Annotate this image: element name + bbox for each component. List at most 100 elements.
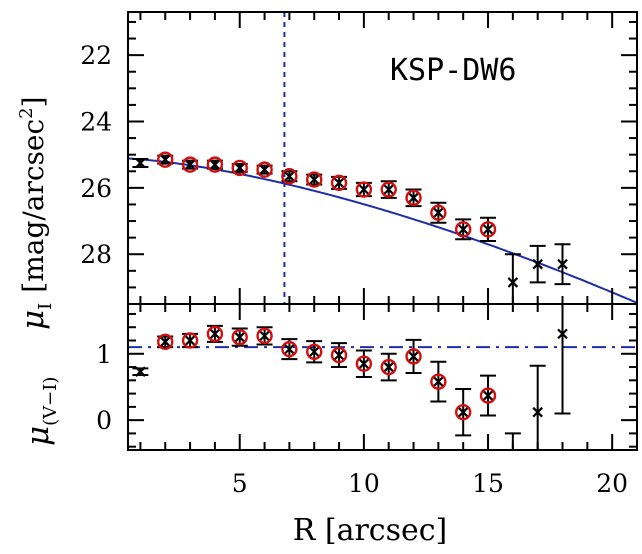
- bottom-y-tick-label: 1: [96, 340, 112, 369]
- top-cross-marker: [482, 224, 494, 235]
- top-circle-marker: [231, 159, 248, 177]
- bottom-circle-marker: [454, 403, 472, 421]
- svg-text:μ(V−I): μ(V−I): [20, 377, 61, 446]
- top-point: [454, 218, 472, 241]
- bottom-cross-marker: [482, 390, 494, 401]
- top-point: [380, 180, 397, 199]
- bottom-point: [157, 333, 174, 351]
- bottom-y-label-subscript: (V−I): [40, 377, 61, 426]
- top-cross-marker: [284, 170, 295, 182]
- top-panel-frame: [127, 11, 638, 305]
- top-point: [479, 216, 497, 242]
- top-circle-marker: [405, 189, 422, 207]
- top-cross-marker: [159, 154, 171, 165]
- bottom-cross-marker: [284, 343, 295, 355]
- bottom-cross-marker: [408, 351, 419, 362]
- bottom-circle-marker: [430, 373, 447, 390]
- x-axis-label: R [arcsec]: [293, 513, 448, 548]
- top-point: [529, 244, 546, 284]
- top-point: [231, 159, 248, 177]
- top-cross-marker: [184, 159, 196, 170]
- x-tick-label: 10: [348, 469, 380, 498]
- bottom-cross-marker: [209, 328, 221, 340]
- top-cross-marker: [358, 184, 370, 195]
- x-tick-label: 5: [232, 469, 248, 498]
- bottom-point: [132, 366, 149, 377]
- top-cross-marker: [308, 174, 320, 185]
- top-cross-marker: [507, 277, 519, 288]
- bottom-point: [231, 327, 248, 347]
- bottom-point: [306, 340, 323, 364]
- bottom-point: [206, 324, 224, 343]
- bottom-circle-marker: [479, 387, 497, 404]
- top-y-label-close: ]: [17, 96, 50, 107]
- top-circle-marker: [256, 161, 273, 178]
- bottom-point: [281, 338, 298, 361]
- top-cross-marker: [383, 184, 394, 195]
- top-point: [256, 161, 273, 178]
- bottom-circle-marker: [380, 358, 397, 376]
- bottom-point: [355, 349, 373, 378]
- bottom-circle-marker: [281, 340, 298, 358]
- top-y-label-units: [mag/arcsec: [17, 119, 50, 293]
- bottom-point: [405, 338, 422, 375]
- top-cross-marker: [408, 192, 419, 204]
- bottom-panel-frame: [127, 303, 638, 451]
- bottom-cross-marker: [308, 346, 320, 358]
- bottom-cross-marker: [433, 376, 444, 387]
- bottom-panel: [128, 304, 637, 511]
- top-y-tick-label: 26: [80, 174, 112, 203]
- bottom-point: [330, 342, 348, 369]
- bottom-y-axis-label: μ(V−I): [20, 377, 61, 446]
- bottom-cross-marker: [557, 328, 568, 340]
- bottom-circle-marker: [355, 355, 373, 372]
- x-tick-label: 15: [472, 469, 504, 498]
- top-circle-marker: [330, 174, 348, 192]
- bottom-circle-marker: [157, 333, 174, 351]
- top-circle-marker: [454, 221, 472, 238]
- top-y-axis-label: μI [mag/arcsec2]: [15, 96, 56, 330]
- bottom-cross-marker: [135, 366, 146, 377]
- bottom-cross-marker: [234, 331, 246, 343]
- bottom-point: [554, 304, 571, 415]
- top-circle-marker: [281, 168, 298, 185]
- top-y-label-symbol: μ: [15, 310, 51, 330]
- bottom-circle-marker: [306, 343, 323, 360]
- top-cross-marker: [209, 159, 221, 170]
- top-circle-marker: [206, 156, 224, 173]
- bottom-point: [430, 360, 447, 403]
- bottom-y-label-symbol: μ: [20, 426, 56, 446]
- bottom-circle-marker: [405, 348, 422, 365]
- top-point: [306, 171, 323, 188]
- top-cross-marker: [457, 224, 469, 235]
- bottom-point: [504, 432, 521, 511]
- top-point: [132, 157, 149, 169]
- top-point: [430, 201, 447, 224]
- top-y-tick-label: 24: [80, 108, 112, 137]
- top-cross-marker: [135, 157, 146, 169]
- top-y-tick-label: 22: [80, 41, 112, 70]
- bottom-cross-marker: [383, 361, 394, 373]
- top-y-label-superscript: 2: [16, 107, 37, 118]
- top-circle-marker: [430, 204, 447, 221]
- x-tick-label: 20: [596, 469, 628, 498]
- galaxy-name-annotation: KSP-DW6: [390, 53, 516, 88]
- top-point: [157, 151, 174, 168]
- sersic-fit-line: [128, 157, 637, 304]
- bottom-circle-marker: [231, 328, 248, 346]
- top-point: [554, 243, 571, 286]
- bottom-point: [454, 387, 472, 437]
- top-point: [281, 168, 298, 185]
- bottom-cross-marker: [532, 406, 543, 418]
- bottom-cross-marker: [259, 330, 270, 342]
- bottom-circle-marker: [206, 325, 224, 343]
- top-cross-marker: [557, 258, 568, 270]
- bottom-cross-marker: [508, 502, 517, 511]
- bottom-cross-marker: [457, 406, 469, 418]
- top-y-label-subscript: I: [35, 303, 56, 310]
- top-point: [355, 181, 373, 198]
- top-cross-marker: [259, 164, 270, 175]
- top-circle-marker: [181, 156, 199, 173]
- bottom-y-tick-label: 0: [96, 406, 112, 435]
